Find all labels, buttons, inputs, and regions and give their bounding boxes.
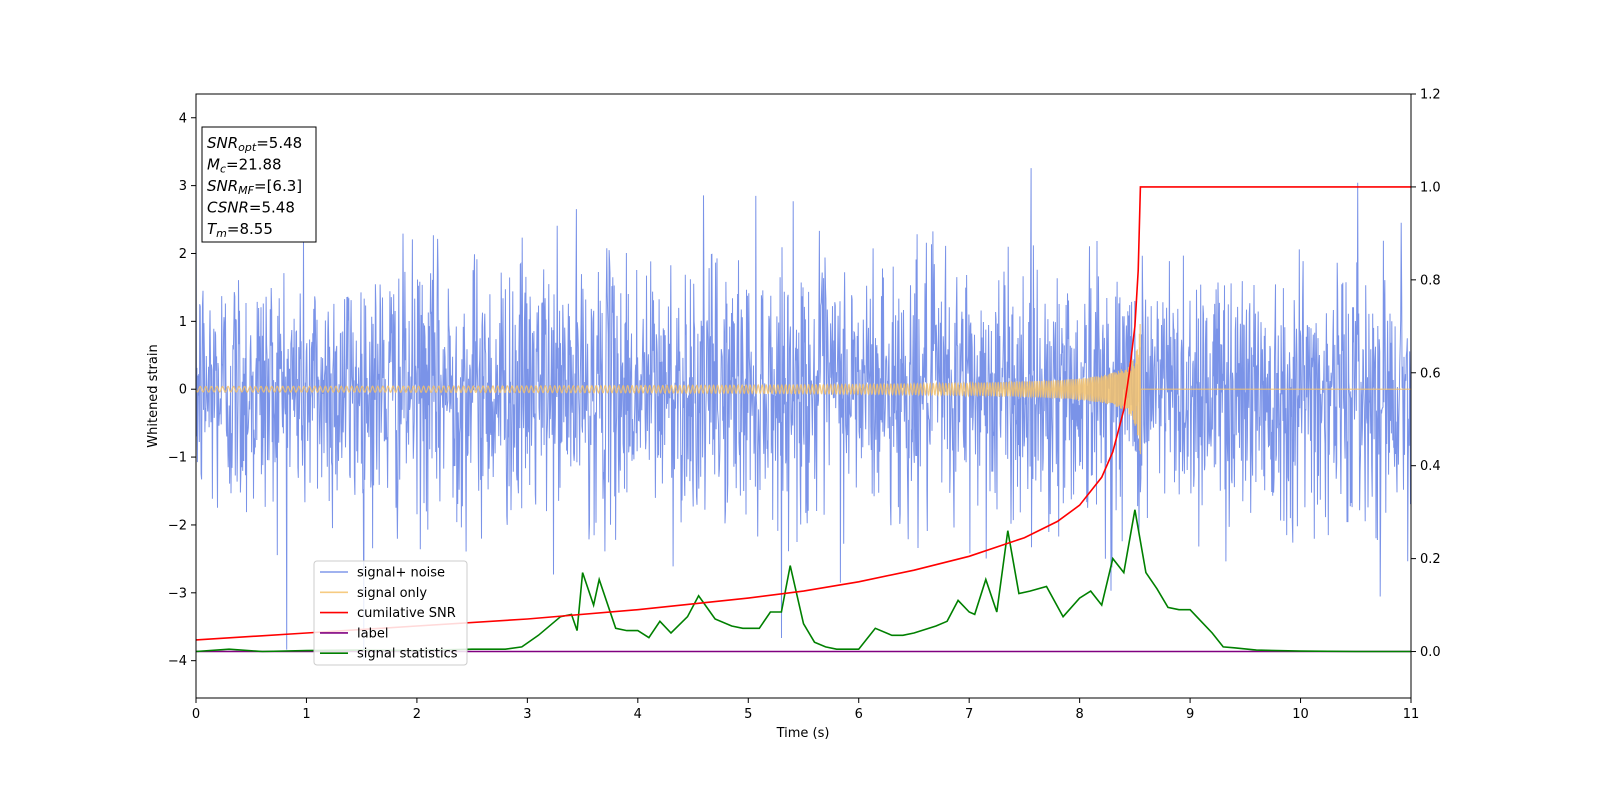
x-tick-label: 0 [192, 707, 200, 722]
y-right-tick-label: 1.2 [1420, 88, 1441, 103]
x-tick-label: 4 [634, 707, 642, 722]
series-cumilative-snr-line [195, 186, 1411, 641]
x-tick-label: 10 [1292, 707, 1309, 722]
x-tick-label: 2 [413, 707, 421, 722]
annotation-line: Tm=8.55 [207, 220, 273, 240]
legend: signal+ noise signal only cumilative SNR la… [313, 560, 468, 666]
series-signal-statistics-line [195, 509, 1411, 653]
y-right-tick-label: 0.6 [1420, 366, 1441, 381]
y-right-tick-label: 1.0 [1420, 180, 1441, 195]
x-tick-label: 11 [1403, 707, 1420, 722]
annotation-line: Mc=21.88 [207, 156, 282, 176]
y-right-tick-label: 0.0 [1420, 645, 1441, 660]
x-tick-label: 7 [965, 707, 973, 722]
y-left-tick-label: 4 [179, 111, 187, 126]
legend-entry-label: signal only [357, 586, 427, 601]
y-left-tick-label: −3 [168, 586, 187, 601]
legend-entry-label: signal statistics [357, 647, 458, 662]
y-left-tick-label: −1 [168, 451, 187, 466]
y-left-tick-label: −4 [168, 654, 187, 669]
x-tick-label: 8 [1075, 707, 1083, 722]
x-axis-label: Time (s) [776, 726, 830, 741]
legend-entry-label: cumilative SNR [357, 606, 456, 621]
annotation-line: CSNR=5.48 [207, 199, 295, 217]
y-left-tick-label: 3 [179, 179, 187, 194]
legend-entry-label: label [357, 626, 388, 641]
legend-items: signal+ noise signal only cumilative SNR la… [320, 566, 458, 662]
plot-frame [195, 93, 1412, 699]
series-signal-noise-line [195, 168, 1412, 660]
y-right-tick-label: 0.2 [1420, 552, 1441, 567]
y-axis-label: Whitened strain [146, 344, 161, 447]
y-left-tick-label: 1 [179, 315, 187, 330]
legend-entry-label: signal+ noise [357, 566, 445, 581]
y-right-tick-label: 0.8 [1420, 273, 1441, 288]
y-left-tick-label: −2 [168, 518, 187, 533]
series-signal-only-line [195, 323, 1411, 455]
annotation-line: SNRopt=5.48 [207, 134, 302, 154]
y-left-tick-label: 0 [179, 383, 187, 398]
x-tick-label: 3 [523, 707, 531, 722]
ticks-layer: 0 1 2 3 4 5 6 7 8 9 10 11 −4 −3 −2 −1 0 1 2 3 4 0.0 0.2 0.4 0.6 0… [168, 88, 1441, 723]
x-tick-label: 9 [1186, 707, 1194, 722]
x-tick-label: 1 [302, 707, 310, 722]
annotation-frame [201, 126, 317, 243]
y-left-tick-label: 2 [179, 247, 187, 262]
x-tick-label: 6 [855, 707, 863, 722]
y-right-tick-label: 0.4 [1420, 459, 1441, 474]
legend-frame [313, 560, 468, 666]
x-tick-label: 5 [744, 707, 752, 722]
annotation-line: SNRMF=[6.3] [207, 177, 302, 197]
